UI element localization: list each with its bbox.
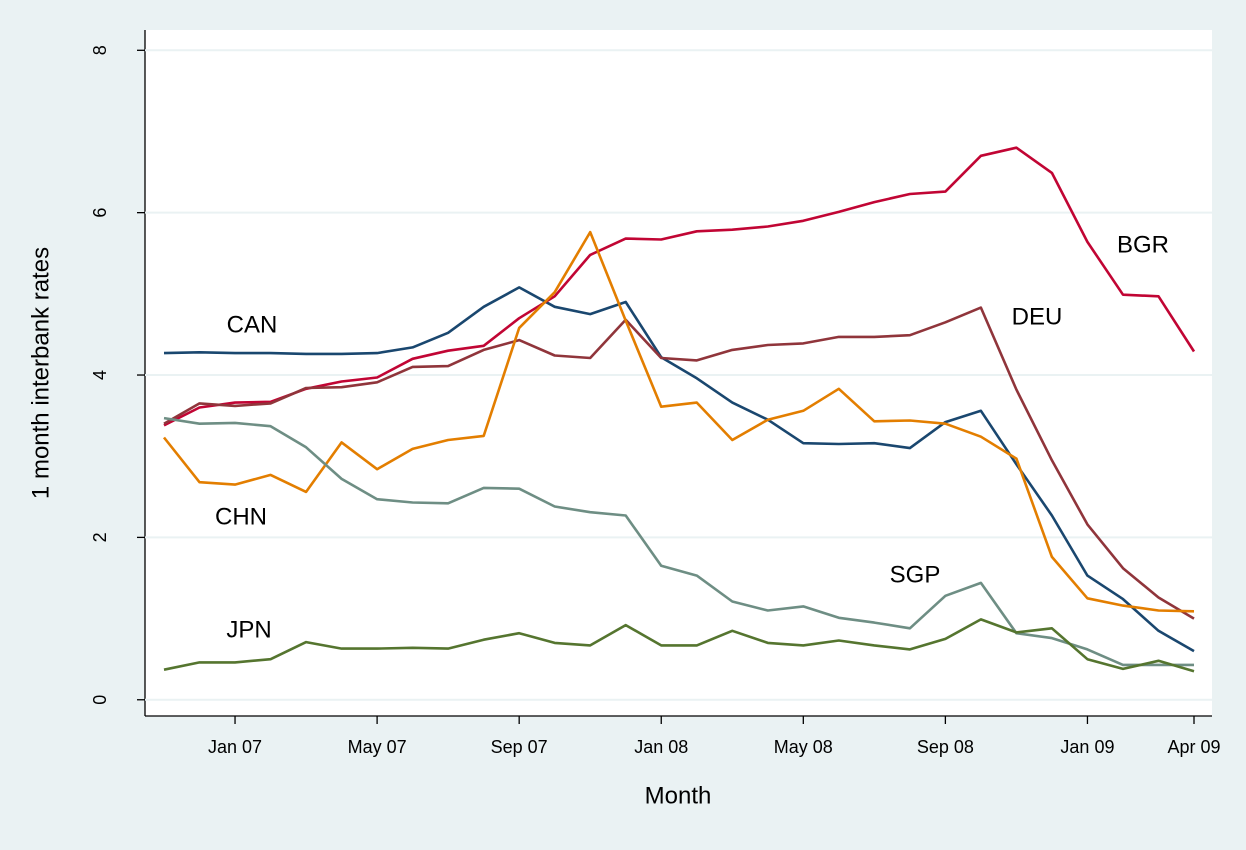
x-tick-label: May 08 bbox=[774, 737, 833, 757]
plot-area bbox=[145, 30, 1212, 716]
y-tick-label: 4 bbox=[90, 370, 110, 380]
series-label: JPN bbox=[226, 616, 271, 643]
x-tick-label: Jan 08 bbox=[634, 737, 688, 757]
series-line bbox=[162, 230, 1195, 613]
series-line bbox=[163, 618, 1195, 673]
y-axis-title: 1 month interbank rates bbox=[27, 247, 54, 499]
series-line bbox=[163, 306, 1195, 620]
x-tick-label: Apr 09 bbox=[1167, 737, 1220, 757]
x-tick-label: Sep 07 bbox=[491, 737, 548, 757]
series-line bbox=[163, 146, 1196, 427]
series-line bbox=[163, 416, 1194, 667]
x-axis-title: Month bbox=[645, 782, 712, 809]
x-tick-label: Sep 08 bbox=[917, 737, 974, 757]
y-tick-label: 8 bbox=[90, 45, 110, 55]
y-tick-label: 0 bbox=[90, 695, 110, 705]
x-tick-label: May 07 bbox=[348, 737, 407, 757]
series-label: BGR bbox=[1117, 231, 1169, 258]
x-tick-label: Jan 09 bbox=[1060, 737, 1114, 757]
series-label: DEU bbox=[1012, 303, 1063, 330]
x-tick-label: Jan 07 bbox=[208, 737, 262, 757]
series-label: CAN bbox=[227, 311, 278, 338]
y-tick-label: 2 bbox=[90, 532, 110, 542]
y-tick-label: 6 bbox=[90, 208, 110, 218]
series-label: SGP bbox=[890, 561, 941, 588]
series-label: CHN bbox=[215, 503, 267, 530]
